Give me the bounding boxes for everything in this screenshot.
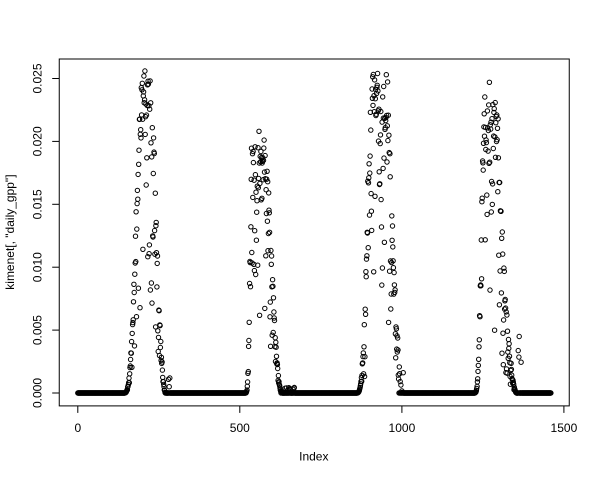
svg-text:0.025: 0.025 <box>31 63 45 93</box>
svg-text:0.000: 0.000 <box>31 378 45 408</box>
svg-text:0.005: 0.005 <box>31 315 45 345</box>
svg-text:1500: 1500 <box>551 421 578 435</box>
svg-text:0: 0 <box>74 421 81 435</box>
svg-text:0.020: 0.020 <box>31 126 45 156</box>
svg-text:kimenet[, "daily_gpp"]: kimenet[, "daily_gpp"] <box>3 174 17 289</box>
svg-text:1000: 1000 <box>389 421 416 435</box>
svg-text:0.010: 0.010 <box>31 252 45 282</box>
svg-text:500: 500 <box>230 421 250 435</box>
svg-text:0.015: 0.015 <box>31 189 45 219</box>
svg-text:Index: Index <box>299 449 328 463</box>
